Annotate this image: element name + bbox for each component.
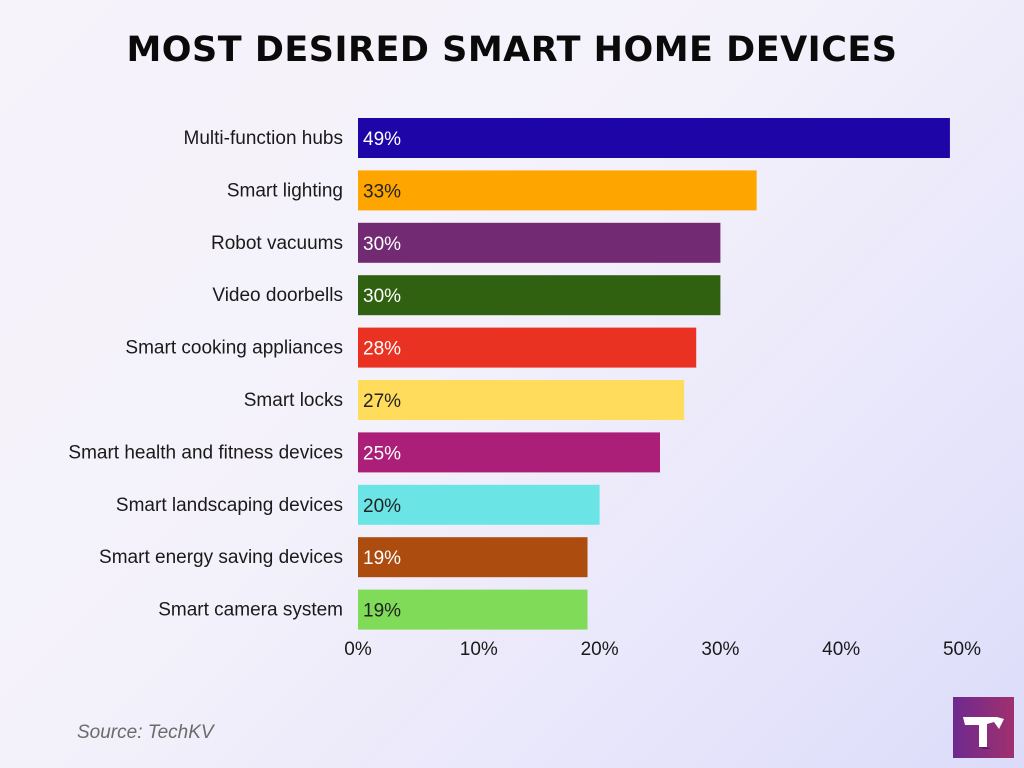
data-label: 33% bbox=[363, 181, 401, 202]
data-label: 20% bbox=[363, 496, 401, 517]
bar bbox=[358, 118, 950, 158]
category-label: Multi-function hubs bbox=[184, 128, 343, 149]
chart-title: MOST DESIRED SMART HOME DEVICES bbox=[126, 30, 898, 70]
x-tick-label: 40% bbox=[822, 639, 860, 660]
x-tick-label: 10% bbox=[460, 639, 498, 660]
bar bbox=[358, 484, 600, 525]
category-label: Smart camera system bbox=[158, 600, 343, 621]
x-tick-label: 30% bbox=[701, 639, 739, 660]
data-label: 25% bbox=[363, 443, 401, 464]
category-label: Smart cooking appliances bbox=[125, 338, 343, 359]
data-label: 30% bbox=[363, 286, 401, 307]
x-tick-label: 0% bbox=[344, 639, 372, 660]
bar bbox=[358, 327, 697, 368]
category-label: Smart health and fitness devices bbox=[68, 442, 343, 463]
data-label: 19% bbox=[363, 601, 401, 622]
data-label: 30% bbox=[363, 234, 401, 255]
category-label: Video doorbells bbox=[212, 285, 343, 306]
bar bbox=[358, 380, 685, 420]
bar bbox=[358, 589, 588, 630]
data-label: 28% bbox=[363, 339, 401, 360]
category-label: Smart lighting bbox=[227, 180, 343, 201]
x-tick-label: 20% bbox=[581, 639, 619, 660]
data-label: 49% bbox=[363, 129, 401, 150]
source-note: Source: TechKV bbox=[77, 722, 214, 743]
category-label: Smart locks bbox=[244, 390, 343, 411]
category-label: Smart energy saving devices bbox=[99, 547, 343, 568]
category-label: Robot vacuums bbox=[211, 233, 343, 254]
data-label: 27% bbox=[363, 391, 401, 412]
logo-t-icon bbox=[963, 717, 1004, 749]
techkv-logo bbox=[953, 697, 1014, 758]
bar-chart: Multi-function hubs 49% Smart lighting 33% R… bbox=[68, 118, 981, 660]
bar bbox=[358, 432, 660, 473]
bar bbox=[358, 170, 757, 211]
category-label: Smart landscaping devices bbox=[116, 495, 343, 516]
bar bbox=[358, 222, 721, 263]
x-tick-label: 50% bbox=[943, 639, 981, 660]
bar bbox=[358, 537, 588, 578]
bar bbox=[358, 275, 721, 316]
data-label: 19% bbox=[363, 548, 401, 569]
